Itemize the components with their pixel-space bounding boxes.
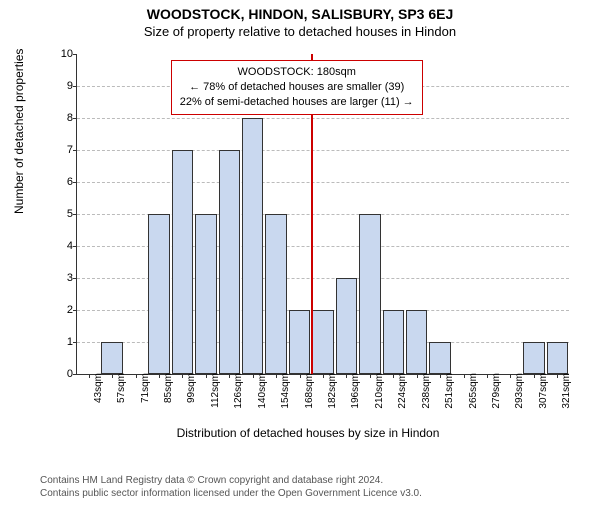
y-tick-mark xyxy=(73,310,77,311)
x-tick-label: 238sqm xyxy=(421,373,432,409)
x-tick-label: 43sqm xyxy=(93,373,104,403)
histogram-bar xyxy=(312,310,333,374)
x-tick-mark xyxy=(89,374,90,378)
x-tick-mark xyxy=(417,374,418,378)
x-tick-label: 140sqm xyxy=(257,373,268,409)
info-box-line2: ← 78% of detached houses are smaller (39… xyxy=(180,80,414,95)
y-tick-mark xyxy=(73,214,77,215)
y-tick-mark xyxy=(73,54,77,55)
chart-container: Number of detached properties 0123456789… xyxy=(48,54,568,410)
y-tick-mark xyxy=(73,150,77,151)
info-box-line3: 22% of semi-detached houses are larger (… xyxy=(180,95,414,110)
x-tick-mark xyxy=(229,374,230,378)
x-tick-label: 126sqm xyxy=(233,373,244,409)
histogram-bar xyxy=(172,150,193,374)
y-tick-label: 3 xyxy=(53,272,73,284)
histogram-bar xyxy=(219,150,240,374)
x-tick-label: 279sqm xyxy=(491,373,502,409)
x-tick-label: 293sqm xyxy=(514,373,525,409)
x-tick-label: 265sqm xyxy=(468,373,479,409)
histogram-bar xyxy=(195,214,216,374)
histogram-bar xyxy=(429,342,450,374)
x-tick-mark xyxy=(136,374,137,378)
y-tick-label: 10 xyxy=(53,48,73,60)
gridline xyxy=(77,182,569,183)
y-tick-mark xyxy=(73,342,77,343)
y-tick-mark xyxy=(73,374,77,375)
y-tick-label: 5 xyxy=(53,208,73,220)
x-tick-mark xyxy=(112,374,113,378)
histogram-bar xyxy=(101,342,122,374)
x-tick-label: 307sqm xyxy=(538,373,549,409)
gridline xyxy=(77,118,569,119)
histogram-bar xyxy=(523,342,544,374)
x-tick-mark xyxy=(276,374,277,378)
x-tick-label: 182sqm xyxy=(327,373,338,409)
plot-area: 01234567891043sqm57sqm71sqm85sqm99sqm112… xyxy=(76,54,569,375)
page-subtitle: Size of property relative to detached ho… xyxy=(0,24,600,39)
x-tick-mark xyxy=(206,374,207,378)
gridline xyxy=(77,150,569,151)
x-tick-label: 168sqm xyxy=(304,373,315,409)
histogram-bar xyxy=(359,214,380,374)
histogram-bar xyxy=(336,278,357,374)
info-box: WOODSTOCK: 180sqm ← 78% of detached hous… xyxy=(171,60,423,115)
histogram-bar xyxy=(383,310,404,374)
y-tick-mark xyxy=(73,246,77,247)
y-axis-label: Number of detached properties xyxy=(12,49,26,214)
x-tick-mark xyxy=(534,374,535,378)
x-tick-mark xyxy=(393,374,394,378)
footer-line2: Contains public sector information licen… xyxy=(40,487,422,500)
y-tick-mark xyxy=(73,278,77,279)
x-tick-mark xyxy=(370,374,371,378)
attribution-footer: Contains HM Land Registry data © Crown c… xyxy=(40,474,422,500)
info-box-line1: WOODSTOCK: 180sqm xyxy=(180,65,414,80)
y-tick-label: 1 xyxy=(53,336,73,348)
x-tick-label: 224sqm xyxy=(397,373,408,409)
x-tick-mark xyxy=(323,374,324,378)
x-axis-label: Distribution of detached houses by size … xyxy=(48,426,568,440)
x-tick-label: 85sqm xyxy=(163,373,174,403)
footer-line1: Contains HM Land Registry data © Crown c… xyxy=(40,474,422,487)
x-tick-mark xyxy=(440,374,441,378)
x-tick-label: 154sqm xyxy=(280,373,291,409)
x-tick-label: 321sqm xyxy=(561,373,572,409)
x-tick-label: 210sqm xyxy=(374,373,385,409)
x-tick-label: 99sqm xyxy=(186,373,197,403)
x-tick-mark xyxy=(253,374,254,378)
x-tick-mark xyxy=(159,374,160,378)
y-tick-label: 8 xyxy=(53,112,73,124)
x-tick-mark xyxy=(300,374,301,378)
histogram-bar xyxy=(547,342,568,374)
y-tick-mark xyxy=(73,182,77,183)
x-tick-label: 196sqm xyxy=(350,373,361,409)
histogram-bar xyxy=(242,118,263,374)
x-tick-mark xyxy=(464,374,465,378)
histogram-bar xyxy=(406,310,427,374)
x-tick-mark xyxy=(557,374,558,378)
x-tick-mark xyxy=(346,374,347,378)
x-tick-label: 57sqm xyxy=(116,373,127,403)
y-tick-label: 7 xyxy=(53,144,73,156)
x-tick-mark xyxy=(182,374,183,378)
y-tick-label: 0 xyxy=(53,368,73,380)
x-tick-label: 71sqm xyxy=(140,373,151,403)
page-title: WOODSTOCK, HINDON, SALISBURY, SP3 6EJ xyxy=(0,6,600,22)
x-tick-label: 112sqm xyxy=(210,373,221,408)
histogram-bar xyxy=(289,310,310,374)
x-tick-mark xyxy=(510,374,511,378)
y-tick-label: 2 xyxy=(53,304,73,316)
y-tick-label: 4 xyxy=(53,240,73,252)
y-tick-label: 6 xyxy=(53,176,73,188)
y-tick-label: 9 xyxy=(53,80,73,92)
x-tick-label: 251sqm xyxy=(444,373,455,409)
x-tick-mark xyxy=(487,374,488,378)
histogram-bar xyxy=(148,214,169,374)
y-tick-mark xyxy=(73,118,77,119)
y-tick-mark xyxy=(73,86,77,87)
histogram-bar xyxy=(265,214,286,374)
